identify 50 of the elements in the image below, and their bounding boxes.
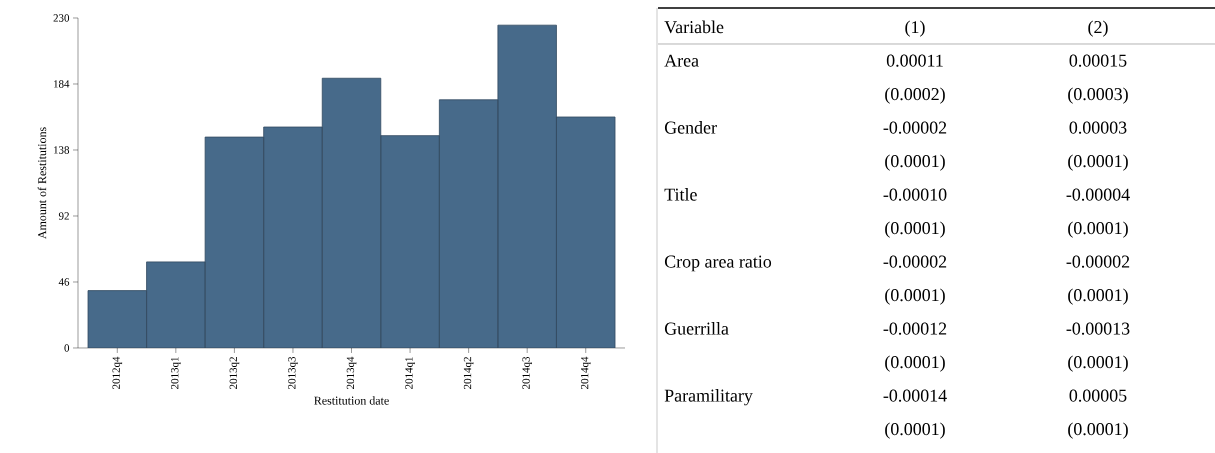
text: 0.00011 <box>886 54 943 67</box>
text: -0.00014 <box>883 389 947 402</box>
text: (0.0001) <box>1068 154 1128 171</box>
category-label: Crop area ratio <box>664 255 772 272</box>
x-tick-label: 2014q1 <box>405 357 415 389</box>
category-label: Guerrilla <box>664 322 729 335</box>
text: (0.0001) <box>885 221 945 238</box>
text: (0.0001) <box>1068 288 1128 305</box>
category-label: Area <box>664 54 699 67</box>
text: (0.0001) <box>885 154 945 171</box>
text: -0.00012 <box>883 322 947 335</box>
text: -0.00002 <box>883 121 947 134</box>
text: -0.00002 <box>883 255 947 268</box>
y-axis-title: Amount of Restitutions <box>37 127 47 239</box>
category-label: Title <box>664 188 697 201</box>
x-tick-label: 2013q4 <box>346 356 357 389</box>
text: -0.00010 <box>883 188 947 201</box>
y-tick-label: 230 <box>53 14 70 22</box>
category-label: Paramilitary <box>664 389 753 406</box>
category-label: Gender <box>664 121 717 134</box>
text: (0.0001) <box>1068 422 1128 439</box>
x-tick-label: 2013q1 <box>171 357 181 389</box>
y-tick-label: 138 <box>54 146 70 154</box>
x-axis-title: Restitution date <box>314 396 389 405</box>
y-tick-label: 184 <box>54 80 70 88</box>
y-tick-label: 0 <box>64 344 70 352</box>
text: -0.00002 <box>1066 255 1130 268</box>
text: Variable <box>664 20 724 34</box>
y-tick-label: 46 <box>58 278 70 286</box>
text: (0.0001) <box>885 288 945 305</box>
category-label: (1) <box>905 20 925 37</box>
text: (0.0001) <box>1068 355 1128 372</box>
text: (0.0001) <box>885 355 945 372</box>
x-tick-label: 2014q3 <box>522 356 532 389</box>
text: 0.00005 <box>1069 389 1127 402</box>
y-tick-label: 92 <box>58 212 69 220</box>
x-tick-label: 2013q2 <box>229 357 240 389</box>
x-tick-label: 2013q3 <box>288 356 298 389</box>
x-tick-label: 2014q2 <box>463 357 474 389</box>
text: 0.00003 <box>1069 121 1127 134</box>
text: -0.00013 <box>1066 322 1130 335</box>
x-tick-label: 2014q4 <box>580 356 591 389</box>
text: -0.00004 <box>1066 188 1130 201</box>
category-label: (2) <box>1088 20 1108 37</box>
x-tick-label: 2012q4 <box>112 356 123 389</box>
text: (0.0002) <box>885 87 945 104</box>
text: (0.0003) <box>1068 87 1128 104</box>
text: 0.00015 <box>1069 54 1127 67</box>
text: (0.0001) <box>1068 221 1128 238</box>
text: (0.0001) <box>885 422 945 439</box>
